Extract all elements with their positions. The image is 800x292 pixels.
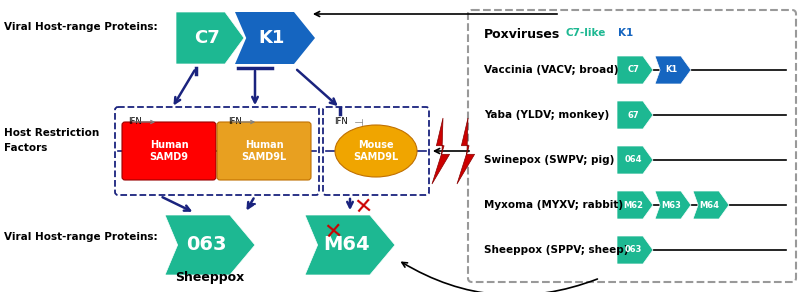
Text: M62: M62 xyxy=(623,201,643,209)
Text: C7: C7 xyxy=(627,65,639,74)
Text: 063: 063 xyxy=(625,246,642,255)
Text: Host Restriction: Host Restriction xyxy=(4,128,99,138)
Text: Vaccinia (VACV; broad): Vaccinia (VACV; broad) xyxy=(484,65,618,75)
FancyBboxPatch shape xyxy=(122,122,216,180)
Text: 063: 063 xyxy=(186,236,226,255)
Polygon shape xyxy=(432,118,450,184)
Text: Poxviruses: Poxviruses xyxy=(484,28,560,41)
Text: M64: M64 xyxy=(699,201,719,209)
FancyArrowPatch shape xyxy=(314,11,558,17)
Text: Sheeppox (SPPV; sheep): Sheeppox (SPPV; sheep) xyxy=(484,245,629,255)
Text: M63: M63 xyxy=(662,201,682,209)
Polygon shape xyxy=(655,191,691,219)
Polygon shape xyxy=(305,215,395,275)
Text: Viral Host-range Proteins:: Viral Host-range Proteins: xyxy=(4,232,158,242)
Text: IFN: IFN xyxy=(228,117,242,126)
FancyBboxPatch shape xyxy=(323,107,429,195)
Text: IFN: IFN xyxy=(334,117,348,126)
Ellipse shape xyxy=(335,125,417,177)
Text: Viral Host-range Proteins:: Viral Host-range Proteins: xyxy=(4,22,158,32)
Polygon shape xyxy=(165,215,255,275)
Polygon shape xyxy=(617,146,653,174)
Text: K1: K1 xyxy=(618,28,634,38)
Text: Yaba (YLDV; monkey): Yaba (YLDV; monkey) xyxy=(484,110,610,120)
Polygon shape xyxy=(617,191,653,219)
Text: M64: M64 xyxy=(323,236,370,255)
Text: K1: K1 xyxy=(666,65,678,74)
Polygon shape xyxy=(457,118,474,184)
Text: C7-like: C7-like xyxy=(565,28,606,38)
Text: Human
SAMD9: Human SAMD9 xyxy=(150,140,189,162)
FancyBboxPatch shape xyxy=(115,107,319,195)
Polygon shape xyxy=(235,12,315,64)
FancyBboxPatch shape xyxy=(217,122,311,180)
Text: IFN: IFN xyxy=(128,117,142,126)
Polygon shape xyxy=(693,191,729,219)
Text: Sheeppox: Sheeppox xyxy=(175,272,245,284)
Text: 064: 064 xyxy=(625,156,642,164)
Text: ✕: ✕ xyxy=(323,221,343,243)
FancyArrowPatch shape xyxy=(402,263,598,292)
Text: Human
SAMD9L: Human SAMD9L xyxy=(242,140,286,162)
Polygon shape xyxy=(617,101,653,129)
Text: Mouse
SAMD9L: Mouse SAMD9L xyxy=(354,140,398,162)
Polygon shape xyxy=(176,12,244,64)
Text: K1: K1 xyxy=(259,29,285,47)
Text: ✕: ✕ xyxy=(353,196,373,218)
Text: Myxoma (MYXV; rabbit): Myxoma (MYXV; rabbit) xyxy=(484,200,623,210)
Text: C7: C7 xyxy=(194,29,220,47)
FancyBboxPatch shape xyxy=(468,10,796,282)
FancyArrowPatch shape xyxy=(434,149,470,154)
Polygon shape xyxy=(617,236,653,264)
Text: 67: 67 xyxy=(628,110,639,119)
Polygon shape xyxy=(617,56,653,84)
Polygon shape xyxy=(655,56,691,84)
Text: Factors: Factors xyxy=(4,143,47,153)
Text: Swinepox (SWPV; pig): Swinepox (SWPV; pig) xyxy=(484,155,614,165)
